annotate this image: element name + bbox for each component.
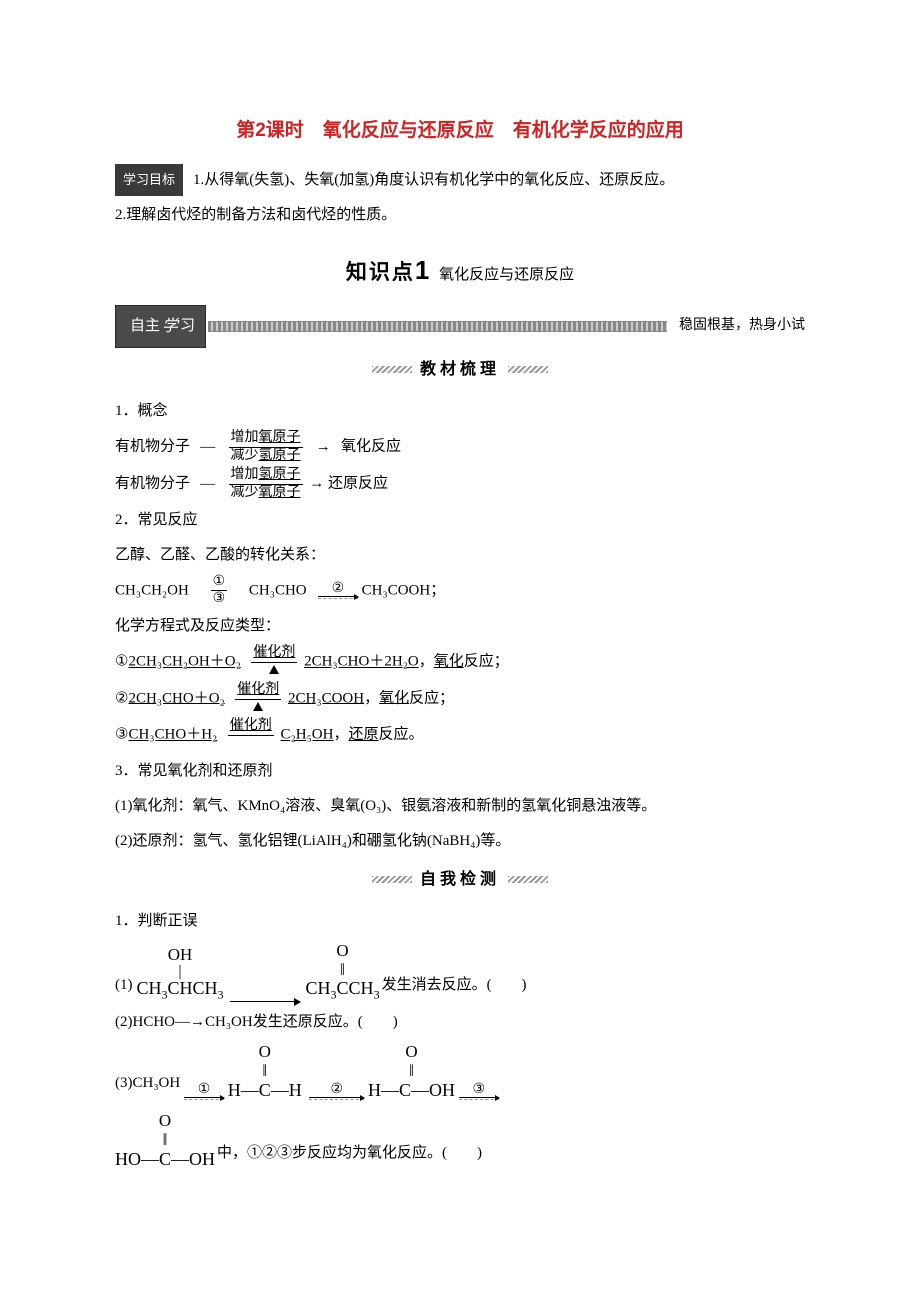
concept-row-1: 有机物分子 ― 增加氧原子 减少氢原子 → 氧化反应 bbox=[115, 430, 805, 465]
arrow-icon bbox=[230, 1001, 300, 1002]
question-3-line-1: (3)CH₃OH ① O ‖ H—C—H ② O ‖ H—C—OH ③ bbox=[115, 1043, 805, 1100]
struct-h2co3: O ‖ HO—C—OH bbox=[115, 1112, 215, 1169]
judge-heading: 1．判断正误 bbox=[115, 905, 805, 938]
concept-row-2: 有机物分子 ― 增加氢原子 减少氧原子 → 还原反应 bbox=[115, 467, 805, 502]
study-motto: 稳固根基，热身小试 bbox=[679, 311, 805, 342]
goal-1: 1.从得氧(失氢)、失氧(加氢)角度认识有机化学中的氧化反应、还原反应。 bbox=[193, 164, 674, 197]
kp-num: 1 bbox=[415, 255, 429, 285]
struct-hcho: O ‖ H—C—H bbox=[228, 1043, 302, 1100]
equation-2: ②2CH₃CHO＋O₂ 催化剂 2CH₃COOH，氧化反应； bbox=[115, 682, 805, 717]
kp-label: 知识点 bbox=[346, 261, 415, 284]
self-study-header: 自主学习 稳固根基，热身小试 bbox=[115, 305, 805, 348]
question-1: (1) OH | CH3CHCH3 O ‖ CH3CCH3 发生消去反应。( ) bbox=[115, 942, 805, 1002]
oxidizers-heading: 3．常见氧化剂和还原剂 bbox=[115, 755, 805, 788]
equation-3: ③CH₃CHO＋H₂ 催化剂 C₂H₅OH，还原反应。 bbox=[115, 718, 805, 753]
equation-1: ①2CH₃CH₂OH＋O₂ 催化剂 2CH₃CHO＋2H₂O，氧化反应； bbox=[115, 645, 805, 680]
goal-2: 2.理解卤代烃的制备方法和卤代烃的性质。 bbox=[115, 199, 805, 232]
conversion-sub: 乙醇、乙醛、乙酸的转化关系： bbox=[115, 539, 805, 572]
self-test-header: 自我检测 bbox=[115, 862, 805, 897]
equations-heading: 化学方程式及反应类型： bbox=[115, 610, 805, 643]
struct-isopropanol: OH | CH3CHCH3 bbox=[137, 946, 224, 1002]
question-3-line-2: O ‖ HO—C—OH 中，①②③步反应均为氧化反应。( ) bbox=[115, 1112, 805, 1169]
struct-hcooh: O ‖ H—C—OH bbox=[368, 1043, 455, 1100]
knowledge-point-1-banner: 知识点1 氧化反应与还原反应 bbox=[115, 242, 805, 299]
concept-heading: 1．概念 bbox=[115, 395, 805, 428]
decoration-bar bbox=[208, 321, 667, 332]
textbook-comb-header: 教材梳理 bbox=[115, 352, 805, 387]
reducers-line: (2)还原剂：氢气、氢化铝锂(LiAlH₄)和硼氢化钠(NaBH₄)等。 bbox=[115, 825, 805, 858]
question-2: (2)HCHO―→CH₃OH发生还原反应。( ) bbox=[115, 1006, 805, 1039]
self-study-badge: 自主学习 bbox=[115, 305, 206, 348]
conversion-chain: CH₃CH₂OH ① ③ CH₃CHO ② CH₃COOH； bbox=[115, 574, 805, 609]
kp-subtitle: 氧化反应与还原反应 bbox=[439, 267, 574, 283]
struct-acetone: O ‖ CH3CCH3 bbox=[306, 942, 380, 1002]
lesson-title: 第2课时 氧化反应与还原反应 有机化学反应的应用 bbox=[115, 110, 805, 152]
oxidizers-line: (1)氧化剂：氧气、KMnO₄溶液、臭氧(O₃)、银氨溶液和新制的氢氧化铜悬浊液… bbox=[115, 790, 805, 823]
goals-badge: 学习目标 bbox=[115, 164, 183, 197]
common-reactions-heading: 2．常见反应 bbox=[115, 504, 805, 537]
learning-goals: 学习目标 1.从得氧(失氢)、失氧(加氢)角度认识有机化学中的氧化反应、还原反应… bbox=[115, 164, 805, 197]
